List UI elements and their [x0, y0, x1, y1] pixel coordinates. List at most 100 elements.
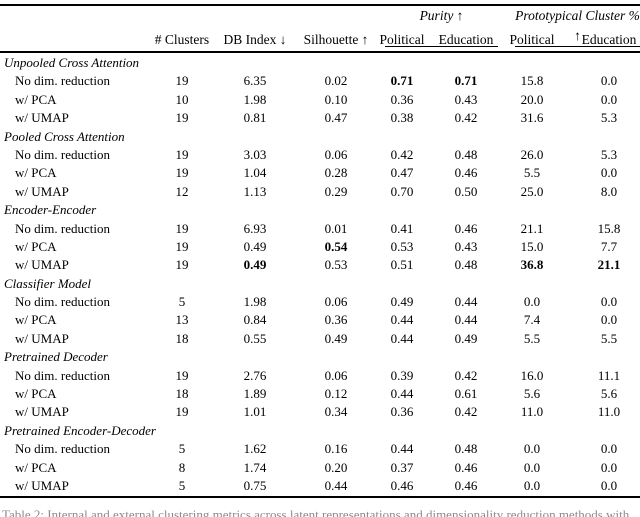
value-cell: 0.06	[324, 146, 348, 162]
table-column-header-row: # Clusters DB Index ↓ Silhouette ↑ Polit…	[0, 29, 640, 51]
group-header-row: Pretrained Decoder	[4, 349, 108, 365]
row-label: w/ UMAP	[15, 257, 69, 273]
value-cell: 0.49	[390, 294, 414, 310]
value-cell: 0.37	[390, 459, 414, 475]
table-body: Unpooled Cross Attention No dim. reductio…	[0, 54, 640, 495]
value-cell: 6.35	[243, 73, 267, 89]
value-cell: 0.43	[454, 91, 478, 107]
value-cell: 0.12	[324, 386, 348, 402]
value-cell: 19	[175, 110, 189, 126]
value-cell: 0.81	[243, 110, 267, 126]
table-row: w/ PCA 19 1.04 0.28 0.47 0.46 5.5 0.0	[0, 164, 640, 182]
table-row: No dim. reduction 5 1.98 0.06 0.49 0.44 0.0 0.0	[0, 293, 640, 311]
value-cell: 0.0	[600, 477, 618, 493]
table-bottom-rule	[0, 496, 640, 498]
value-cell: 0.0	[600, 294, 618, 310]
value-cell: 0.84	[243, 312, 267, 328]
value-cell: 0.38	[390, 110, 414, 126]
value-cell: 11.0	[597, 404, 621, 420]
value-cell: 0.48	[454, 441, 478, 457]
value-cell: 31.6	[520, 110, 544, 126]
value-cell: 13	[175, 312, 189, 328]
value-cell: 8.0	[600, 183, 618, 199]
value-cell: 0.47	[324, 110, 348, 126]
value-cell: 0.44	[390, 441, 414, 457]
purity-group-header: Purity ↑	[385, 6, 498, 47]
row-label: w/ UMAP	[15, 330, 69, 346]
value-cell: 1.98	[243, 91, 267, 107]
table-header-span-row: Purity ↑ Prototypical Cluster % ↑	[0, 6, 640, 47]
value-cell: 5.6	[600, 386, 618, 402]
prototypical-group-header: Prototypical Cluster % ↑	[515, 6, 640, 47]
value-cell: 0.49	[454, 330, 478, 346]
value-cell: 0.46	[454, 165, 478, 181]
value-cell: 0.42	[454, 367, 478, 383]
value-cell: 2.76	[243, 367, 267, 383]
row-label: w/ UMAP	[15, 477, 69, 493]
value-cell: 0.20	[324, 459, 348, 475]
value-cell: 0.46	[390, 477, 414, 493]
row-label: No dim. reduction	[15, 220, 110, 236]
value-cell: 0.39	[390, 367, 414, 383]
value-cell: 6.93	[243, 220, 267, 236]
value-cell: 36.8	[520, 257, 544, 273]
value-cell: 18	[175, 330, 189, 346]
table-row: w/ PCA 19 0.49 0.54 0.53 0.43 15.0 7.7	[0, 238, 640, 256]
value-cell: 0.01	[324, 220, 348, 236]
value-cell: 20.0	[520, 91, 544, 107]
value-cell: 0.0	[600, 312, 618, 328]
value-cell: 0.41	[390, 220, 414, 236]
row-label: No dim. reduction	[15, 294, 110, 310]
value-cell: 5.6	[523, 386, 541, 402]
row-label: No dim. reduction	[15, 367, 110, 383]
row-label: w/ UMAP	[15, 110, 69, 126]
value-cell: 1.62	[243, 441, 267, 457]
value-cell: 0.36	[324, 312, 348, 328]
value-cell: 1.74	[243, 459, 267, 475]
value-cell: 0.75	[243, 477, 267, 493]
header-cell-clusters: # Clusters	[154, 32, 210, 47]
value-cell: 0.61	[454, 386, 478, 402]
header-cell-proto-political: Political	[509, 32, 555, 47]
table-row: No dim. reduction 19 6.93 0.01 0.41 0.46 21.1 1…	[0, 220, 640, 238]
table-row: No dim. reduction 19 3.03 0.06 0.42 0.48 26.0 5…	[0, 146, 640, 164]
value-cell: 0.44	[454, 312, 478, 328]
group-header-row: Pretrained Encoder-Decoder	[4, 422, 156, 438]
value-cell: 1.13	[243, 183, 267, 199]
value-cell: 19	[175, 404, 189, 420]
value-cell: 0.0	[600, 73, 618, 89]
value-cell: 15.0	[520, 238, 544, 254]
value-cell: 0.44	[390, 386, 414, 402]
value-cell: 0.48	[454, 146, 478, 162]
value-cell: 1.01	[243, 404, 267, 420]
value-cell: 0.48	[454, 257, 478, 273]
value-cell: 5	[178, 294, 186, 310]
group-header-row: Encoder-Encoder	[4, 202, 97, 218]
value-cell: 0.55	[243, 330, 267, 346]
table-row: w/ UMAP 12 1.13 0.29 0.70 0.50 25.0 8.0	[0, 183, 640, 201]
value-cell: 0.44	[390, 330, 414, 346]
value-cell: 5	[178, 441, 186, 457]
value-cell: 0.46	[454, 459, 478, 475]
value-cell: 0.49	[324, 330, 348, 346]
value-cell: 0.46	[454, 477, 478, 493]
value-cell: 11.0	[520, 404, 544, 420]
value-cell: 0.42	[390, 146, 414, 162]
table-row: w/ UMAP 19 0.49 0.53 0.51 0.48 36.8 21.1	[0, 256, 640, 274]
table-caption-clipped: Table 2: Internal and external clusterin…	[2, 507, 630, 517]
header-cell-proto-education: Education	[581, 32, 637, 47]
value-cell: 0.10	[324, 91, 348, 107]
value-cell: 0.71	[390, 73, 414, 89]
value-cell: 1.98	[243, 294, 267, 310]
value-cell: 18	[175, 386, 189, 402]
value-cell: 15.8	[520, 73, 544, 89]
value-cell: 0.0	[600, 91, 618, 107]
row-label: No dim. reduction	[15, 146, 110, 162]
value-cell: 7.7	[600, 238, 618, 254]
value-cell: 1.04	[243, 165, 267, 181]
value-cell: 0.0	[600, 441, 618, 457]
value-cell: 26.0	[520, 146, 544, 162]
row-label: w/ PCA	[15, 238, 57, 254]
table-row: w/ PCA 13 0.84 0.36 0.44 0.44 7.4 0.0	[0, 311, 640, 329]
value-cell: 0.06	[324, 294, 348, 310]
